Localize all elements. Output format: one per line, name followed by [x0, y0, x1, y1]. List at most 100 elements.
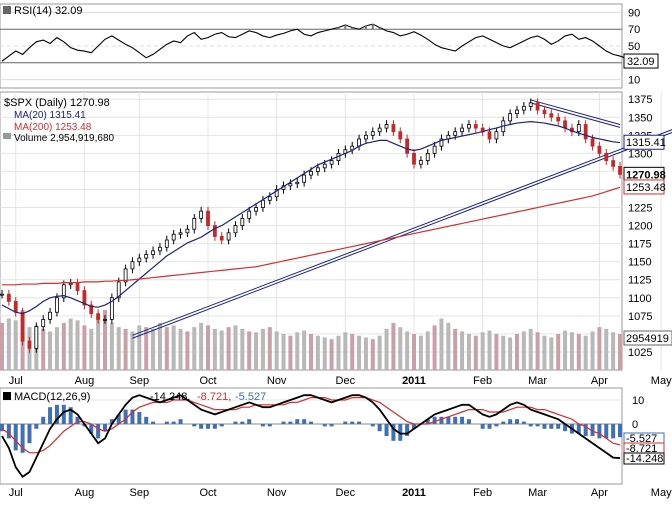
price-candle-body — [315, 167, 320, 172]
trendline-resistance-b — [530, 102, 621, 128]
price-candle-body — [515, 109, 519, 115]
volume-bar — [54, 327, 59, 370]
macd-signal-line — [1, 397, 621, 454]
volume-bar — [350, 334, 355, 370]
price-candle-body — [233, 225, 238, 234]
x-tick-label-price: Feb — [473, 375, 492, 387]
volume-bar — [432, 325, 437, 370]
macd-value-box — [623, 452, 665, 465]
volume-bar — [260, 328, 265, 370]
macd-histogram-bar — [425, 419, 430, 424]
volume-bar — [405, 331, 410, 370]
volume-bar — [473, 335, 478, 370]
x-tick-label-macd: Nov — [267, 487, 287, 499]
macd-histogram-bar — [521, 421, 526, 424]
volume-bar — [254, 332, 259, 370]
volume-bar — [171, 325, 176, 370]
macd-histogram-bar — [178, 419, 183, 424]
macd-histogram-bar — [34, 424, 39, 429]
macd-hist-value: -5.527 — [626, 433, 657, 445]
price-candle-body — [116, 281, 121, 299]
x-tick-label-macd: Aug — [75, 487, 95, 499]
macd-histogram-bar — [288, 421, 293, 424]
price-candle-body — [261, 199, 265, 208]
volume-bar — [0, 322, 4, 370]
price-candle-body — [398, 131, 403, 140]
volume-bar — [425, 331, 430, 370]
price-candle-body — [590, 138, 595, 147]
macd-histogram-bar — [412, 424, 416, 429]
rsi-tick-label: 10 — [628, 75, 640, 87]
volume-bar — [370, 339, 375, 370]
macd-histogram-bar — [192, 424, 197, 427]
macd-histogram-bar — [247, 419, 252, 424]
x-tick-label-price: Apr — [591, 375, 608, 387]
price-candle-body — [267, 196, 272, 201]
price-tick-label: 1350 — [628, 112, 652, 124]
macd-histogram-bar — [446, 416, 451, 424]
volume-bar — [130, 331, 135, 370]
price-candle-body — [151, 250, 155, 255]
x-tick-label-macd: Feb — [473, 487, 492, 499]
price-candle-body — [226, 232, 231, 241]
price-candle-body — [384, 124, 389, 129]
ma200-line — [2, 186, 621, 286]
ma20-value-label-box — [623, 134, 665, 150]
price-candle-body — [329, 160, 334, 165]
macd-tick-label: 0 — [632, 419, 638, 431]
price-tick-label: 1375 — [628, 94, 652, 106]
ma200-value-label-box — [623, 179, 665, 195]
macd-histogram-bar — [199, 424, 204, 429]
macd-histogram-bar — [556, 424, 561, 429]
volume-bar — [446, 322, 451, 370]
price-candle-body — [123, 268, 128, 283]
macd-histogram-bar — [219, 424, 224, 427]
price-candle-body — [576, 124, 581, 133]
macd-histogram-bar — [597, 424, 602, 439]
macd-histogram-bar — [350, 421, 355, 424]
macd-histogram-bar — [61, 404, 66, 424]
ma200-legend: MA(200) 1253.48 — [14, 122, 92, 133]
volume-bar — [96, 316, 101, 370]
volume-bar — [281, 334, 286, 370]
price-candle-body — [247, 210, 252, 219]
rsi-line — [1, 23, 634, 62]
trendline-support-b — [132, 132, 672, 339]
volume-bar — [521, 331, 526, 370]
volume-legend-swatch — [3, 133, 11, 139]
volume-bar — [295, 332, 300, 370]
rsi-tick-label: 50 — [628, 41, 640, 53]
price-candle-body — [521, 106, 526, 111]
price-candle-body — [295, 181, 300, 185]
macd-histogram-bar — [151, 421, 156, 424]
price-candle-body — [144, 254, 149, 259]
macd-histogram-bar — [576, 424, 581, 434]
price-candle-body — [55, 297, 59, 313]
price-candle-body — [618, 165, 622, 175]
price-candle-body — [206, 210, 210, 226]
macd-histogram-bar — [384, 424, 389, 436]
x-tick-label-price: Mar — [528, 375, 547, 387]
price-candle-body — [178, 232, 183, 235]
price-candle-body — [604, 152, 609, 161]
macd-histogram-bar — [494, 424, 499, 427]
price-candle-body — [364, 134, 368, 140]
macd-histogram-bar — [618, 424, 622, 438]
macd-value-text: -14.248, — [150, 391, 190, 403]
macd-histogram-bar — [535, 424, 540, 427]
trendline-support-a — [132, 129, 672, 336]
price-tick-label: 1075 — [628, 311, 652, 323]
price-candle-body — [611, 160, 616, 167]
volume-bar — [501, 335, 506, 370]
volume-bar — [109, 322, 114, 370]
volume-bar — [412, 334, 416, 370]
price-candle-body — [212, 225, 217, 237]
volume-bar — [61, 322, 66, 370]
price-candle-body — [494, 131, 499, 140]
volume-bar — [6, 318, 11, 370]
price-candle-body — [34, 326, 39, 349]
macd-histogram-bar — [130, 409, 135, 424]
ma200-value-label: 1253.48 — [626, 182, 666, 194]
volume-bar — [398, 327, 403, 370]
volume-bar — [219, 330, 224, 370]
